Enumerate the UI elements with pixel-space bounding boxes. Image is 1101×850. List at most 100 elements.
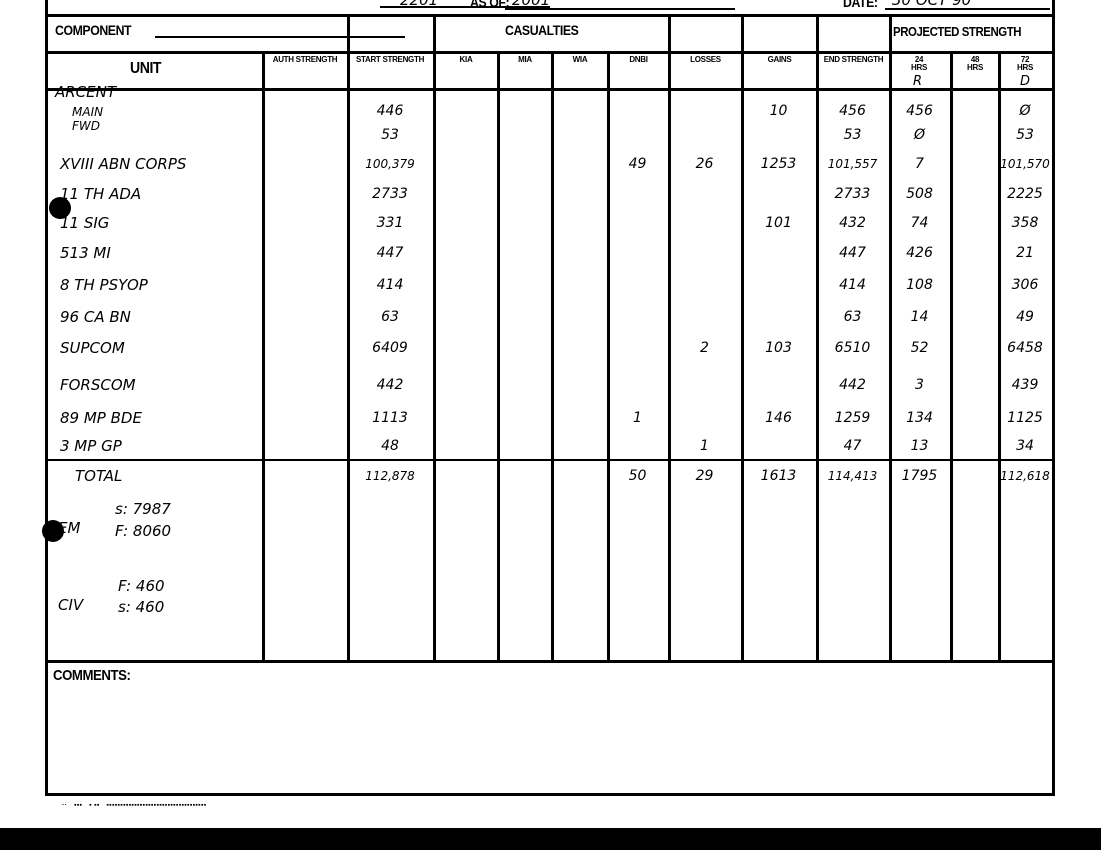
column-divider <box>433 14 436 660</box>
civ-f-value: F: 460 <box>118 577 165 595</box>
header-mid-line <box>45 51 1055 54</box>
col-auth-strength: AUTH STRENGTH <box>272 55 338 64</box>
scan-edge-bar <box>0 828 1101 850</box>
cell-end: 101,557 <box>827 157 878 171</box>
cell-h24: 52 <box>910 340 929 356</box>
cell-start: 442 <box>376 377 404 393</box>
column-divider <box>262 51 265 660</box>
cell-h72: 21 <box>1016 245 1034 261</box>
unit-name: SUPCOM <box>60 339 125 357</box>
column-divider <box>347 14 350 660</box>
cell-h24: 1795 <box>901 468 938 484</box>
cell-gains: 1613 <box>760 468 797 484</box>
cell-h72: 358 <box>1011 215 1039 231</box>
h72-mark: D <box>1020 74 1031 89</box>
column-divider <box>497 51 500 660</box>
cell-h24: 456 <box>906 103 933 119</box>
unit-name: 513 MI <box>60 244 111 262</box>
cell-end: 53 <box>843 127 862 143</box>
as-of-value: 2001 <box>512 0 551 9</box>
cell-h72: 53 <box>1016 127 1034 143</box>
cell-h24: 426 <box>906 245 933 261</box>
component-underline <box>155 36 405 38</box>
cell-start: 53 <box>381 127 399 143</box>
cell-start: 112,878 <box>365 469 415 483</box>
cell-h72: 34 <box>1016 438 1034 454</box>
col-end-strength: END STRENGTH <box>823 55 884 64</box>
cell-end: 6510 <box>834 340 871 356</box>
cell-start: 331 <box>376 215 404 231</box>
cell-end: 1259 <box>834 410 871 426</box>
column-divider <box>551 51 554 660</box>
cell-end: 456 <box>839 103 866 119</box>
col-kia: KIA <box>459 55 473 64</box>
unit-name: 11 TH ADA <box>60 185 142 203</box>
unit-name: 89 MP BDE <box>60 409 142 427</box>
cell-gains: 1253 <box>760 156 797 172</box>
col-wia: WIA <box>572 55 588 64</box>
comments-top-line <box>45 660 1055 663</box>
col-gains: GAINS <box>767 55 792 64</box>
projected-strength-label: PROJECTED STRENGTH <box>893 24 1022 39</box>
total-separator-line <box>48 459 1052 461</box>
footer-fine-print: ·· ▪▪▪ ▪ ▪▪ ▪▪▪▪▪▪▪▪▪▪▪▪▪▪▪▪▪▪▪▪▪▪▪▪▪▪▪▪… <box>62 802 207 809</box>
cell-h72: 439 <box>1011 377 1039 393</box>
cell-h24: 7 <box>915 156 924 172</box>
column-divider <box>816 14 819 660</box>
cell-end: 63 <box>843 309 862 325</box>
cell-gains: 146 <box>765 410 792 426</box>
col-losses: LOSSES <box>690 55 721 64</box>
cell-start: 63 <box>381 309 399 325</box>
cell-end: 442 <box>839 377 866 393</box>
cell-h72: 2225 <box>1007 186 1043 202</box>
cell-h72: 306 <box>1011 277 1039 293</box>
cell-losses: 26 <box>695 156 714 172</box>
cell-end: 2733 <box>834 186 871 202</box>
civ-label: CIV <box>58 596 84 614</box>
civ-s-value: s: 460 <box>118 598 165 616</box>
em-s-value: s: 7987 <box>115 500 171 518</box>
cell-dnbi: 49 <box>628 156 647 172</box>
cell-start: 447 <box>376 245 404 261</box>
header-bottom-line <box>45 88 1055 91</box>
col-48-hrs: 48 HRS <box>967 55 983 72</box>
comments-label: COMMENTS: <box>53 667 131 684</box>
col-24-hrs: 24 HRS <box>911 55 927 72</box>
column-divider <box>607 51 610 660</box>
unit-name: FWD <box>72 119 101 133</box>
unit-name: ARCENT <box>55 83 117 101</box>
cell-h72: 6458 <box>1007 340 1043 356</box>
cell-start: 48 <box>381 438 399 454</box>
cell-h24: 74 <box>910 215 929 231</box>
cell-h24: 134 <box>906 410 933 426</box>
column-divider <box>889 14 892 660</box>
date-value: 30 OCT 90 <box>892 0 972 9</box>
hole-punch-2 <box>42 520 64 542</box>
comments-area <box>48 690 1052 790</box>
unit-name: 3 MP GP <box>60 437 122 455</box>
cell-end: 47 <box>843 438 862 454</box>
em-f-value: F: 8060 <box>115 522 172 540</box>
header-top-line <box>45 14 1055 17</box>
column-divider <box>741 14 744 660</box>
cell-end: 114,413 <box>827 469 878 483</box>
cell-start: 446 <box>376 103 404 119</box>
cell-dnbi: 1 <box>633 410 642 426</box>
col-dnbi: DNBI <box>629 55 648 64</box>
unit-name: 11 SIG <box>60 214 110 232</box>
report-no-value: 2201 <box>400 0 439 9</box>
cell-start: 414 <box>376 277 404 293</box>
form-right-border <box>1052 0 1055 795</box>
cell-h72: 101,570 <box>1000 157 1050 171</box>
cell-losses: 1 <box>700 438 709 454</box>
cell-dnbi: 50 <box>628 468 647 484</box>
hole-punch-1 <box>49 197 71 219</box>
cell-start: 2733 <box>372 186 408 202</box>
unit-name: 8 TH PSYOP <box>60 276 148 294</box>
cell-start: 1113 <box>372 410 408 426</box>
h24-mark: R <box>913 74 923 89</box>
report-no-underline <box>380 6 550 8</box>
cell-h24: 13 <box>910 438 929 454</box>
column-divider <box>950 51 953 660</box>
cell-h24: 14 <box>910 309 929 325</box>
